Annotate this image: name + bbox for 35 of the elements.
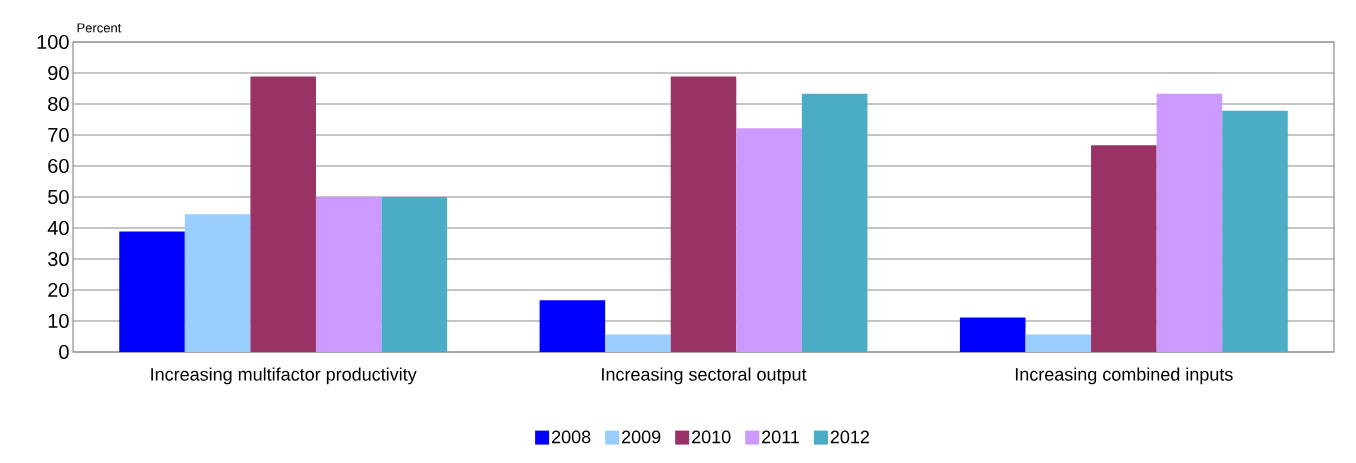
- y-tick-label: 30: [48, 251, 69, 267]
- x-tick-label: Increasing combined inputs: [1015, 367, 1233, 385]
- bar: [184, 214, 251, 352]
- y-tick-label: 70: [48, 127, 69, 143]
- legend-label: 2010: [692, 430, 731, 444]
- legend-label: 2008: [552, 430, 591, 444]
- y-tick-label: 50: [48, 189, 69, 205]
- y-tick-label: 40: [47, 220, 69, 236]
- bar: [539, 300, 606, 352]
- bar: [670, 76, 737, 352]
- bar: [315, 196, 382, 352]
- legend-label: 2009: [622, 430, 661, 444]
- y-tick-label: 10: [48, 313, 69, 329]
- y-tick-label: 0: [59, 344, 69, 360]
- bar: [1156, 93, 1223, 352]
- y-tick-label: 90: [48, 65, 69, 81]
- y-axis-title: Percent: [77, 23, 122, 33]
- legend-label: 2011: [762, 430, 799, 444]
- bar: [736, 128, 802, 352]
- y-tick-label: 100: [37, 34, 69, 50]
- bar: [119, 231, 185, 352]
- bar: [801, 93, 868, 352]
- bar: [381, 196, 448, 352]
- bar: [1025, 334, 1092, 352]
- x-tick-label: Increasing multifactor productivity: [151, 367, 417, 385]
- bar: [1222, 110, 1288, 352]
- x-tick-label: Increasing sectoral output: [602, 367, 807, 385]
- y-tick-label: 80: [48, 96, 69, 112]
- y-tick-label: 60: [48, 158, 69, 174]
- y-tick-label: 20: [48, 282, 69, 298]
- bar: [959, 317, 1026, 352]
- legend-label: 2012: [830, 430, 870, 444]
- bar: [250, 76, 316, 352]
- bar: [605, 334, 671, 352]
- bar: [1091, 145, 1157, 352]
